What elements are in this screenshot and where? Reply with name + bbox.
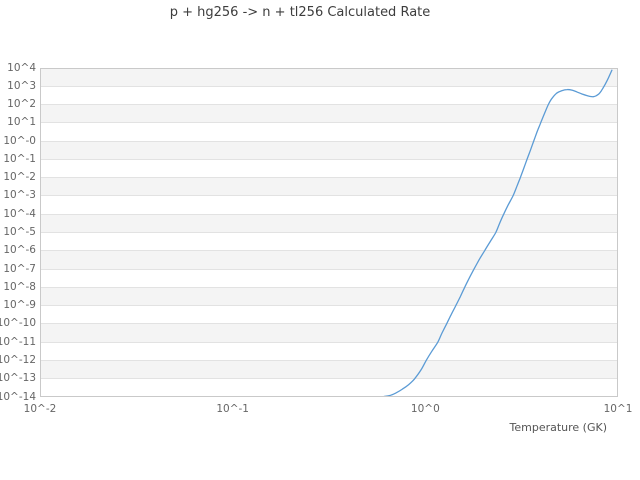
decade-band [40,250,618,270]
x-tick-label: 10^-1 [216,403,249,415]
y-tick-label: 10^-4 [3,207,36,220]
gridline [40,305,618,307]
gridline [40,250,618,252]
y-tick-label: 10^-0 [3,134,36,147]
x-tick-label: 10^1 [603,403,633,415]
gridline [40,323,618,325]
gridline [40,268,618,270]
decade-band [40,360,618,379]
gridline [40,104,618,106]
decade-band [40,232,618,251]
gridline [40,341,618,343]
gridline [40,378,618,380]
y-tick-label: 10^-11 [0,335,36,348]
decade-band [40,195,618,215]
y-tick-label: 10^-6 [3,244,36,257]
y-tick-label: 10^-2 [3,171,36,184]
y-tick-label: 10^-8 [3,280,36,293]
x-tick-label: 10^-2 [23,403,57,415]
gridline [40,213,618,215]
gridline [40,158,618,160]
y-tick-label: 10^-10 [0,317,36,330]
gridline [40,177,618,179]
gridline [40,286,618,288]
decade-band [40,104,618,123]
rate-curve-svg [383,69,613,397]
decade-band [40,122,618,142]
decade-band [40,177,618,196]
decade-band [40,342,618,361]
decade-band [40,378,618,397]
plot-area [40,68,618,397]
chart-title: p + hg256 -> n + tl256 Calculated Rate [169,5,431,20]
y-tick-label: 10^4 [7,61,36,74]
decade-band [40,214,618,233]
y-tick-label: 10^-9 [3,299,36,312]
y-tick-label: 10^-7 [3,262,36,275]
y-tick-label: 10^-12 [0,353,36,366]
rate-curve [383,69,613,397]
y-tick-label: 10^-3 [3,189,36,202]
y-tick-label: 10^2 [7,98,36,111]
y-tick-label: 10^3 [7,79,36,92]
gridline [40,140,618,142]
decade-band [40,269,618,288]
decade-band [40,323,618,343]
y-tick-label: 10^-5 [3,226,36,238]
y-tick-label: 10^-14 [0,390,36,403]
decade-band [40,305,618,324]
gridline [40,359,618,361]
gridline [40,122,618,124]
gridline [40,85,618,87]
decade-band [40,141,618,160]
gridline [40,195,618,197]
decade-band [40,68,618,87]
decade-band [40,86,618,105]
decade-band [40,287,618,306]
x-tick-label: 10^0 [410,403,440,415]
decade-band [40,159,618,178]
y-tick-label: 10^-13 [0,372,36,385]
x-axis-title: Temperature (GK) [509,421,608,434]
gridline [40,232,618,233]
y-tick-label: 10^-1 [3,152,36,165]
y-tick-label: 10^1 [7,116,36,129]
